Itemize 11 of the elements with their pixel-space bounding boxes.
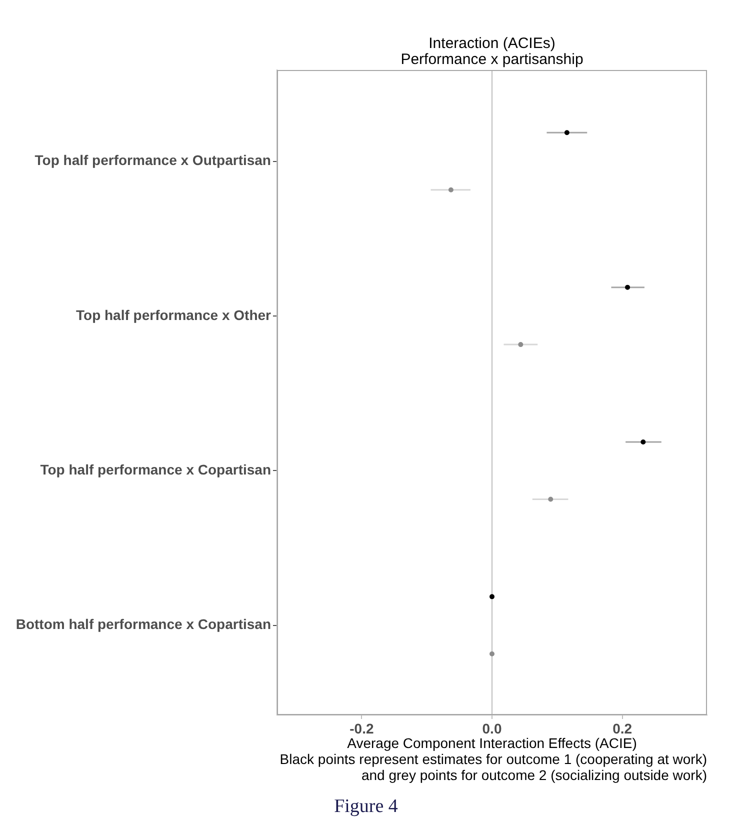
x-tick-label: 0.2 — [612, 720, 632, 736]
y-tick-label: Top half performance x Other — [76, 306, 272, 323]
text: Black points represent estimates for outcome 1 (cooperating at work) and grey points for outcome 2 (socializing outside work) — [280, 751, 707, 783]
y-tick-label: Bottom half performance x Copartisan — [16, 616, 271, 632]
chart-title: Interaction (ACIEs) Performance x partisanship — [400, 35, 584, 68]
caption: Figure 4 — [334, 796, 398, 817]
x-tick-label: -0.2 — [350, 720, 374, 736]
y-tick-label: Top half performance x Copartisan — [40, 461, 271, 478]
y-tick-label: Top half performance x Outpartisan — [34, 152, 271, 168]
x-axis-title: Average Component Interaction Effects (ACIE) — [347, 735, 637, 751]
x-tick-label: 0.0 — [482, 720, 502, 736]
